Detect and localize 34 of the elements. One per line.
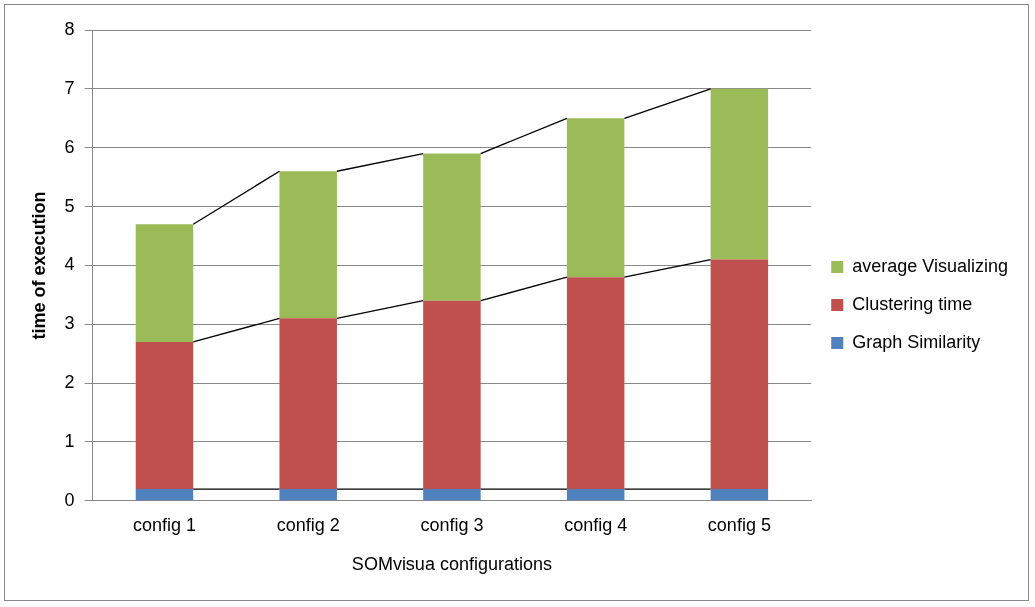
y-tick-label: 3 [64,313,75,334]
bar [279,171,337,319]
bar [135,224,194,342]
bar [566,489,625,501]
bar [135,489,194,501]
x-tick-label: config 2 [276,514,340,535]
bar [566,118,625,278]
y-tick-label: 4 [64,254,75,275]
bar [279,489,337,501]
y-tick-label: 0 [64,489,75,510]
legend-label: average Visualizing [852,255,1009,276]
bar [710,88,769,260]
bar [279,318,337,490]
y-tick-label: 8 [64,18,75,39]
y-tick-label: 1 [64,430,75,451]
bar [710,259,769,490]
bar [135,341,194,490]
legend-label: Clustering time [852,293,973,314]
y-tick-label: 7 [64,77,75,98]
y-tick-label: 6 [64,136,75,157]
bar [423,153,481,301]
x-tick-label: config 1 [132,514,196,535]
x-tick-label: config 5 [707,514,771,535]
y-axis-title: time of execution [28,191,49,340]
bar [710,489,769,501]
bar [423,300,481,490]
x-axis-title: SOMvisua configurations [351,554,552,575]
bar [566,277,625,490]
y-tick-label: 2 [64,372,75,393]
x-tick-label: config 3 [420,514,484,535]
x-tick-label: config 4 [564,514,628,535]
legend-label: Graph Similarity [852,331,981,352]
y-tick-label: 5 [64,195,75,216]
bar [423,489,481,501]
